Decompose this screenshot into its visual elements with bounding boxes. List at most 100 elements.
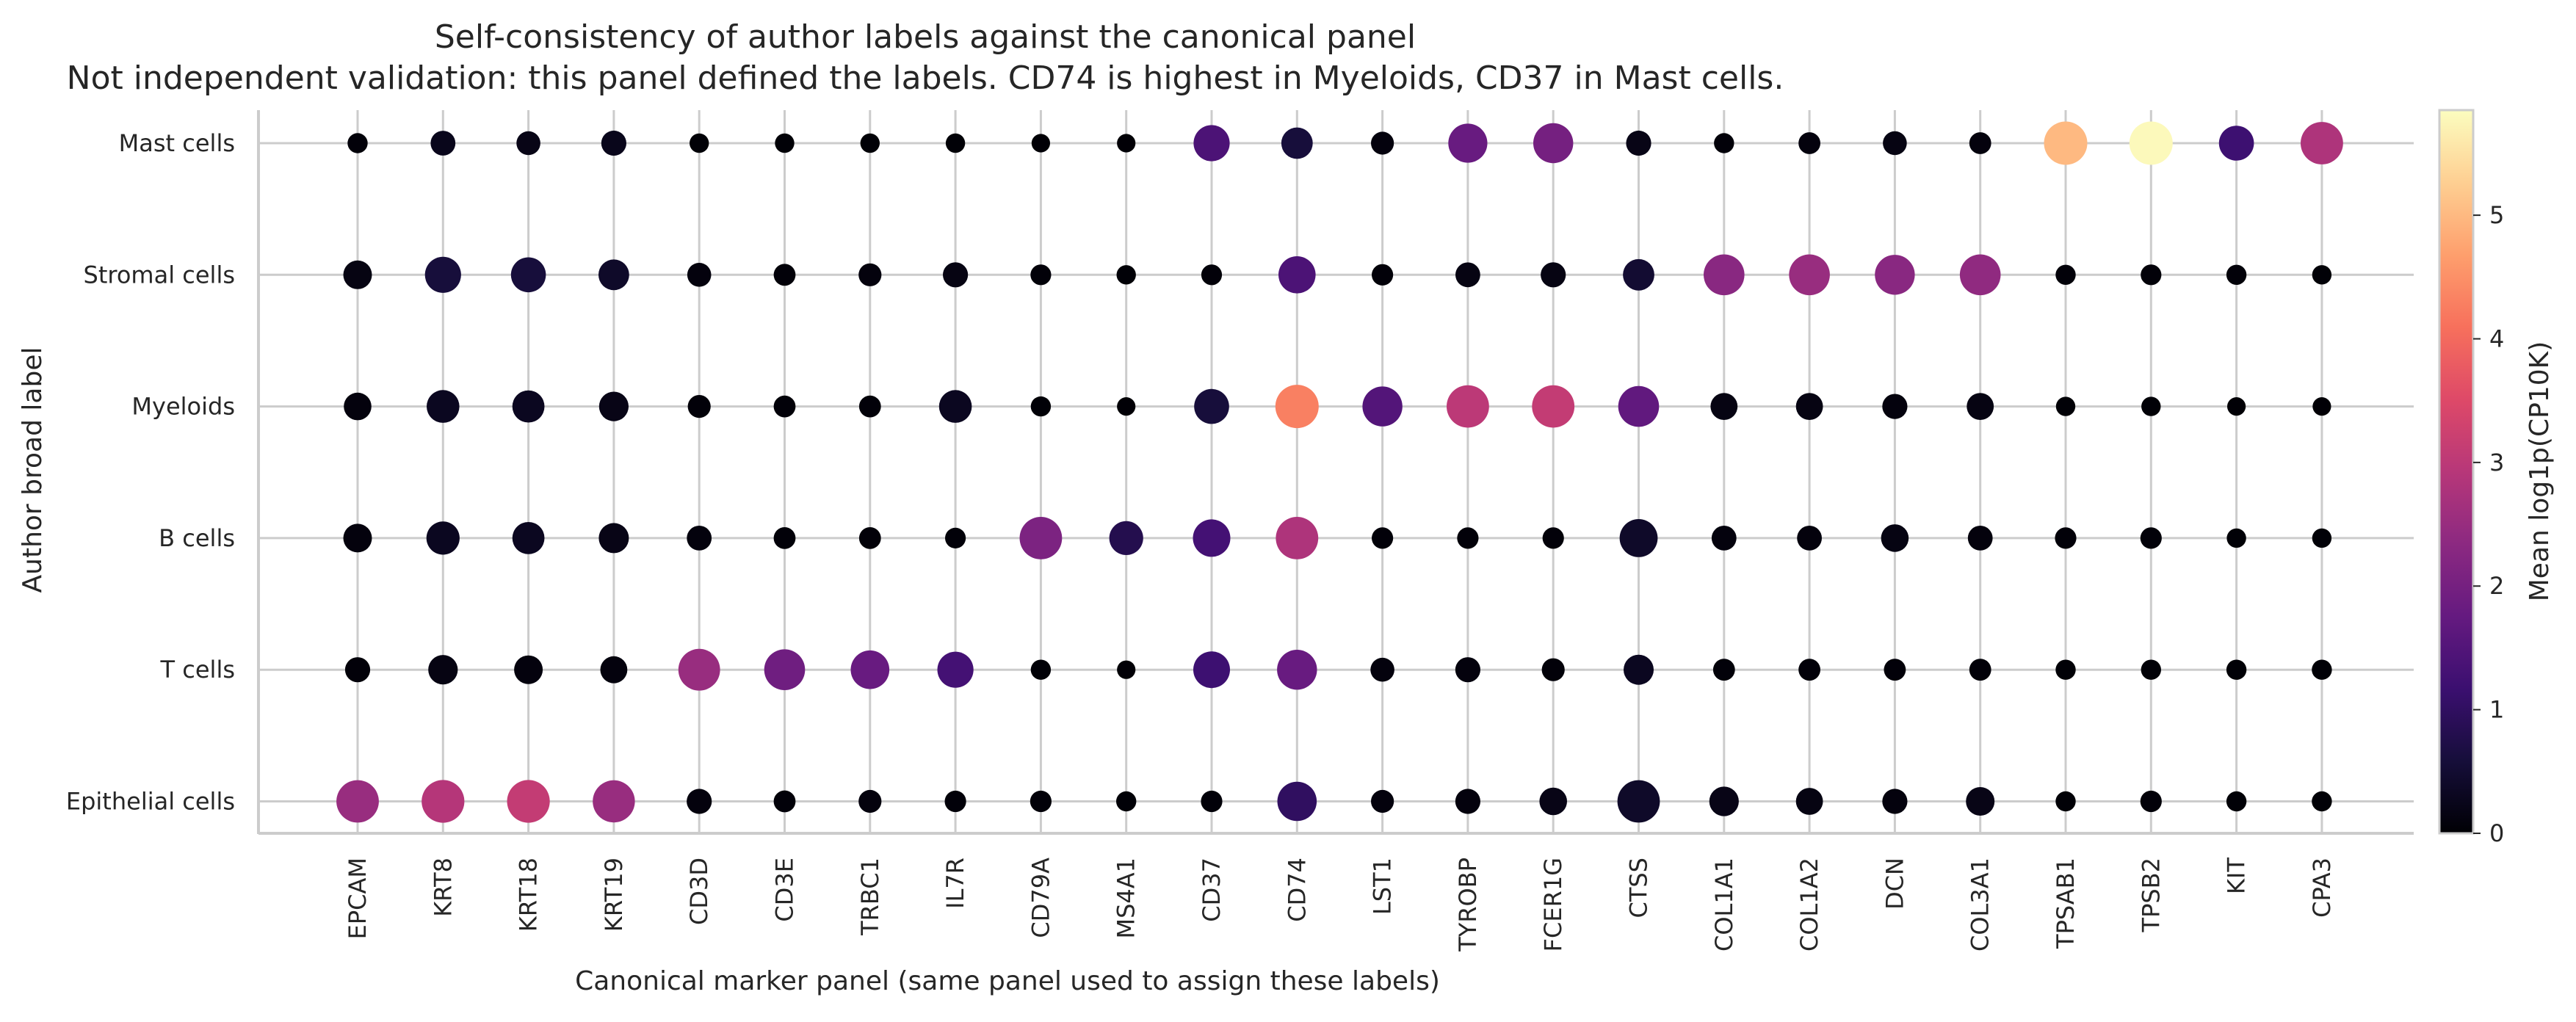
dot	[945, 527, 966, 549]
dot	[1370, 657, 1394, 682]
dot	[2141, 264, 2162, 286]
dot	[1618, 385, 1660, 427]
dot	[943, 262, 969, 288]
dot	[1795, 788, 1823, 815]
dot	[343, 523, 372, 553]
x-tick-label: EPCAM	[344, 858, 372, 939]
dot	[1704, 254, 1745, 296]
dot	[850, 650, 890, 689]
dot	[1966, 787, 1995, 816]
dot	[1711, 526, 1737, 551]
dot	[687, 526, 712, 551]
dot	[1109, 521, 1143, 556]
dot	[1193, 519, 1231, 557]
dot	[430, 131, 456, 156]
dot	[858, 395, 881, 418]
x-tick-label: TYROBP	[1454, 858, 1482, 952]
colorbar: 0 1 2 3 4 5	[2438, 109, 2504, 847]
colorbar-tick-label: 4	[2489, 325, 2504, 352]
dot	[858, 263, 882, 286]
x-tick-label: COL1A1	[1710, 858, 1738, 952]
dot	[1117, 397, 1136, 416]
dot	[775, 133, 795, 153]
dot	[1539, 787, 1567, 816]
dot	[1030, 264, 1052, 286]
x-tick-label: IL7R	[941, 858, 969, 909]
dot	[422, 780, 465, 823]
dot	[1795, 393, 1823, 420]
dot	[1626, 130, 1651, 156]
dot	[1533, 123, 1574, 164]
dot	[1789, 254, 1830, 296]
dot	[1623, 258, 1654, 291]
dot	[1448, 123, 1488, 163]
y-tick-label: Epithelial cells	[66, 788, 235, 816]
dot	[2312, 265, 2332, 285]
dot	[593, 780, 635, 823]
x-tick-label: DCN	[1881, 858, 1909, 910]
dot	[1875, 255, 1915, 295]
y-tick-label: Mast cells	[119, 129, 235, 157]
x-tick-label: CD74	[1283, 858, 1311, 922]
dot	[1457, 527, 1479, 549]
dot	[598, 523, 629, 554]
y-tick-label: Myeloids	[131, 393, 235, 421]
dot	[858, 527, 881, 549]
dot	[507, 780, 550, 823]
x-tick-label: TPSAB1	[2052, 858, 2080, 949]
dot	[514, 655, 543, 684]
dot	[1030, 790, 1052, 813]
dot	[344, 657, 371, 683]
dot	[1278, 256, 1316, 294]
dot	[1798, 132, 1821, 154]
dot	[2055, 396, 2076, 416]
dot	[860, 133, 880, 153]
colorbar-tick-label: 2	[2489, 572, 2504, 600]
dot	[773, 527, 796, 549]
dot	[687, 789, 712, 814]
dot	[2312, 528, 2332, 548]
dot	[1969, 659, 1991, 681]
dot	[1710, 393, 1738, 420]
dot	[938, 390, 972, 423]
dot	[600, 656, 628, 684]
dot	[2312, 791, 2332, 812]
dot	[1969, 132, 1991, 154]
dot	[1624, 654, 1654, 685]
dot	[2227, 397, 2246, 416]
y-axis-label: Author broad label	[18, 347, 48, 593]
x-tick-label: LST1	[1369, 858, 1397, 915]
x-tick-label: CTSS	[1625, 858, 1653, 918]
dot	[1201, 790, 1223, 813]
dot	[773, 395, 796, 418]
colorbar-tick-label: 0	[2489, 819, 2504, 847]
dot	[1372, 264, 1394, 286]
dot	[2140, 790, 2162, 813]
dot	[1619, 519, 1658, 557]
x-tick-labels: EPCAM KRT8 KRT18 KRT19 CD3D CD3E TRBC1 IL7R CD79…	[344, 858, 2336, 952]
dot	[1714, 133, 1734, 153]
dot	[1277, 781, 1317, 822]
dot	[2055, 527, 2077, 549]
y-tick-labels: Mast cells Stromal cells Myeloids B cells T …	[66, 129, 235, 816]
dot	[1455, 789, 1480, 814]
dot	[2140, 527, 2162, 549]
dot	[687, 395, 711, 418]
dot	[1882, 394, 1908, 419]
x-tick-label: FCER1G	[1539, 858, 1567, 952]
dot	[1542, 527, 1564, 549]
dot	[347, 133, 368, 153]
y-tick-label: Stromal cells	[84, 261, 235, 289]
dot	[516, 131, 540, 156]
dot	[858, 789, 882, 813]
dot	[598, 259, 629, 291]
colorbar-tick-label: 1	[2489, 696, 2504, 724]
dot	[1277, 650, 1317, 690]
dot	[2226, 659, 2247, 680]
dot	[1371, 789, 1394, 813]
dot	[687, 263, 712, 287]
dot	[512, 522, 545, 554]
dot	[336, 780, 379, 823]
